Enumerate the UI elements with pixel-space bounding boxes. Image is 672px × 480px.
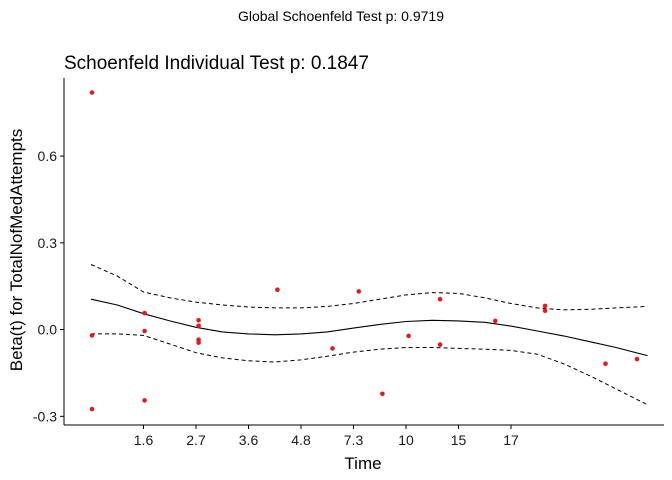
residual-point (142, 310, 147, 316)
axes: -0.3 0.0 0.3 0.6 1.6 2.7 3.6 4.8 7.3 10 15 17 (33, 148, 519, 448)
residual-point (196, 340, 201, 345)
x-tick-label: 7.3 (344, 432, 364, 448)
plot-area (89, 90, 648, 412)
x-tick-label: 1.6 (134, 432, 154, 448)
residual-point (275, 287, 280, 293)
residual-point (196, 318, 201, 323)
residual-point (603, 361, 608, 367)
upper-confidence-band (90, 264, 648, 311)
y-tick-label: 0.0 (38, 322, 58, 338)
x-tick-label: 17 (503, 432, 519, 448)
residual-point (142, 328, 147, 334)
residual-point (542, 303, 548, 309)
y-tick-label: 0.6 (38, 148, 58, 164)
x-tick-label: 10 (398, 432, 414, 448)
x-tick-label: 3.6 (239, 432, 259, 448)
smoothed-beta-line (90, 298, 648, 357)
residual-point (380, 391, 385, 397)
residual-point (89, 90, 95, 95)
residual-point (406, 333, 411, 339)
y-tick-label: -0.3 (33, 408, 57, 424)
residual-point (634, 356, 640, 362)
y-axis-title: Beta(t) for TotalNofMedAttempts (7, 129, 26, 372)
x-tick-label: 15 (451, 432, 467, 448)
global-test-supertitle: Global Schoenfeld Test p: 0.9719 (238, 8, 444, 24)
residual-point (493, 318, 498, 324)
x-tick-label: 4.8 (291, 432, 311, 448)
chart-title: Schoenfeld Individual Test p: 0.1847 (64, 53, 369, 74)
lower-confidence-band (91, 333, 648, 406)
x-axis-title: Time (344, 454, 381, 473)
x-tick-label: 2.7 (186, 432, 206, 448)
residual-point (437, 342, 443, 347)
residual-point (542, 308, 548, 314)
residual-point (330, 346, 335, 351)
residual-point (356, 289, 362, 294)
residual-point (196, 323, 201, 329)
residual-point (89, 333, 95, 338)
y-tick-label: 0.3 (38, 235, 58, 251)
residual-point (142, 398, 147, 403)
residual-point (89, 406, 95, 412)
residual-point (437, 296, 443, 302)
